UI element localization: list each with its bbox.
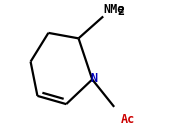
Text: 2: 2 xyxy=(118,5,125,18)
Text: N: N xyxy=(90,72,97,85)
Text: Ac: Ac xyxy=(121,113,135,126)
Text: NMe: NMe xyxy=(103,3,125,16)
